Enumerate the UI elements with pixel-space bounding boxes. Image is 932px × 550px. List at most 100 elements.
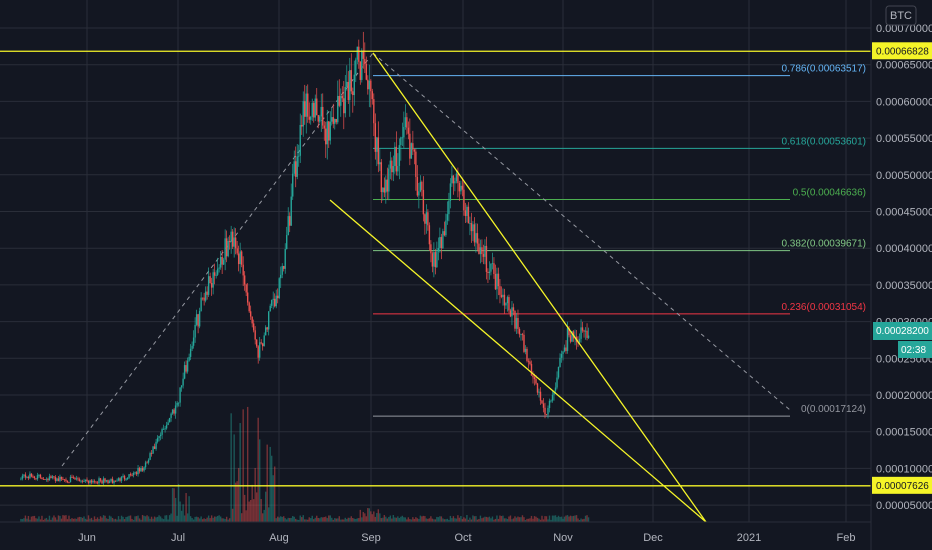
volume-bar: [174, 497, 177, 522]
volume-bar: [295, 518, 297, 522]
candle-body: [422, 189, 425, 215]
candle-body: [231, 231, 234, 247]
volume-bar: [42, 519, 45, 522]
candle-body: [116, 480, 118, 482]
candle-body: [343, 98, 345, 114]
candle-body: [156, 438, 159, 442]
candle-body: [371, 91, 374, 100]
candle-body: [406, 117, 408, 128]
volume-bar: [316, 515, 318, 522]
candle-body: [379, 162, 381, 165]
candle-body: [113, 480, 115, 484]
volume-bars: [20, 406, 590, 522]
volume-bar: [212, 517, 214, 522]
candle-body: [530, 363, 533, 376]
candle-body: [83, 481, 85, 482]
candle-body: [216, 268, 219, 275]
candle-body: [32, 476, 34, 478]
volume-bar: [314, 517, 316, 522]
candle-body: [117, 478, 120, 481]
candle-body: [80, 480, 82, 482]
volume-bar: [541, 515, 543, 522]
candle-body: [99, 478, 102, 481]
candle-body: [110, 478, 112, 482]
candle-body: [332, 117, 334, 124]
candle-body: [338, 95, 340, 106]
candle-body: [104, 478, 106, 482]
volume-bar: [566, 515, 569, 522]
volume-bar: [293, 516, 295, 522]
volume-bar: [155, 517, 157, 522]
fibonacci-retracement[interactable]: 0.786(0.00063517) 0.618(0.00053601) 0.5(0.…: [373, 64, 866, 417]
wedge-upper-line[interactable]: [372, 52, 707, 523]
volume-bar: [586, 515, 588, 522]
candle-body: [380, 162, 383, 193]
volume-bar: [343, 519, 345, 522]
candle-body: [490, 263, 492, 272]
volume-bar: [482, 517, 485, 522]
candle-body: [359, 61, 361, 80]
volume-bar: [182, 504, 184, 522]
volume-bar: [484, 516, 486, 522]
wedge-lower-line[interactable]: [329, 199, 707, 523]
horizontal-levels[interactable]: 0.00066828 0.00007626: [0, 42, 932, 494]
volume-bar: [409, 519, 411, 522]
volume-bar: [255, 492, 258, 522]
candle-body: [78, 479, 81, 481]
falling-wedge[interactable]: [329, 52, 707, 523]
candle-body: [81, 480, 84, 482]
volume-bar: [313, 519, 315, 522]
volume-bar: [177, 483, 180, 522]
candle-body: [131, 475, 133, 476]
volume-bar: [92, 519, 94, 522]
candle-body: [578, 338, 581, 343]
candle-body: [506, 297, 509, 304]
candle-body: [33, 476, 36, 479]
currency-badge[interactable]: BTC: [885, 5, 917, 26]
volume-bar: [236, 481, 238, 522]
volume-bar: [485, 516, 488, 522]
volume-bar: [361, 517, 363, 522]
dashed-trendline-down[interactable]: [372, 52, 791, 411]
candle-body: [266, 327, 268, 330]
volume-bar: [326, 518, 328, 522]
y-tick-label: 0.00010000: [876, 463, 932, 475]
candle-body: [269, 305, 271, 312]
volume-bar: [452, 516, 455, 522]
candle-body: [200, 297, 202, 312]
candle-body: [373, 99, 375, 124]
volume-bar: [252, 499, 255, 522]
candle-body: [358, 46, 360, 62]
volume-bar: [478, 519, 480, 522]
volume-bar: [397, 516, 399, 522]
volume-bar: [54, 517, 57, 522]
volume-bar: [286, 519, 288, 522]
candle-body: [493, 263, 495, 275]
candle-body: [95, 481, 97, 483]
candle-body: [240, 251, 243, 265]
volume-bar: [554, 515, 557, 522]
volume-bar: [431, 518, 434, 522]
candle-body: [416, 177, 419, 196]
y-tick-label: 0.00045000: [876, 207, 932, 219]
volume-bar: [302, 515, 304, 522]
volume-bar: [305, 519, 307, 522]
volume-bar: [138, 518, 141, 522]
volume-bar: [289, 518, 291, 522]
candle-body: [520, 334, 522, 335]
candle-body: [149, 453, 151, 460]
candle-body: [263, 335, 265, 347]
volume-bar: [565, 515, 567, 522]
candle-body: [298, 155, 300, 157]
volume-bar: [410, 519, 413, 522]
candle-body: [337, 95, 339, 123]
candle-body: [92, 480, 94, 483]
last-price-badge: 0.00028200 02:38: [873, 322, 932, 358]
candle-body: [533, 377, 536, 380]
candle-body: [209, 276, 211, 284]
candle-body: [284, 249, 286, 269]
candle-body: [515, 318, 518, 329]
volume-bar: [53, 515, 55, 522]
volume-bar: [311, 515, 313, 522]
